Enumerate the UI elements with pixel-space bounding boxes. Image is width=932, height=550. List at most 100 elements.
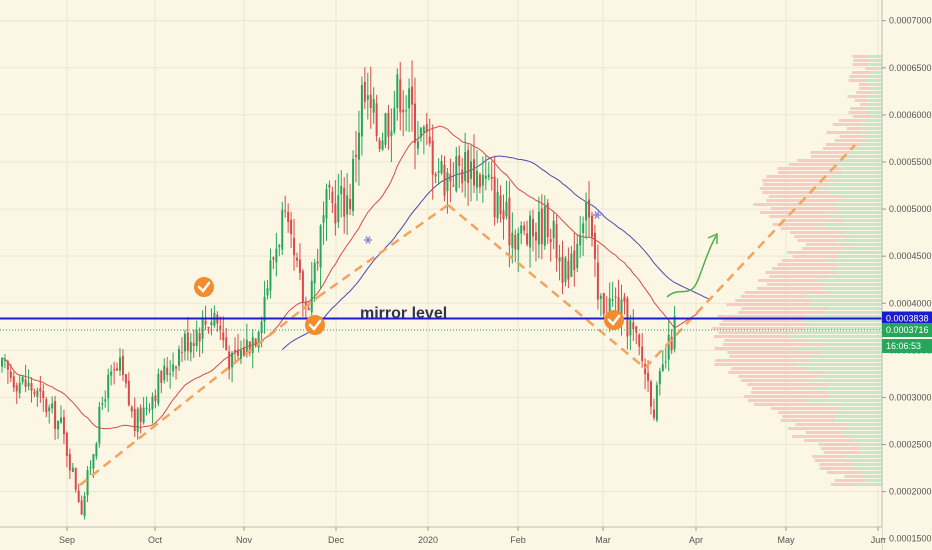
- candle-body: [505, 201, 508, 217]
- candle-body: [257, 332, 260, 348]
- candle-body: [596, 262, 599, 300]
- candle-body: [346, 195, 349, 215]
- y-tick-label: 0.0005000: [889, 204, 932, 214]
- candle-body: [493, 176, 496, 218]
- candle-body: [511, 232, 514, 248]
- candle-body: [281, 209, 284, 250]
- volume-bar-green: [844, 455, 882, 458]
- candle-body: [576, 244, 579, 269]
- volume-bar-red: [859, 103, 871, 106]
- volume-bar-red: [762, 179, 834, 182]
- candle-body: [293, 237, 296, 256]
- volume-bar-green: [835, 415, 882, 418]
- x-axis[interactable]: Sep Oct Nov Dec 2020 Feb Mar Apr May Jun: [0, 526, 886, 550]
- candle-body: [428, 136, 431, 144]
- candle-body: [626, 298, 629, 337]
- volume-bar-red: [839, 135, 867, 138]
- candle-body: [189, 341, 192, 353]
- volume-bar-red: [752, 387, 816, 390]
- volume-bar-green: [810, 299, 882, 302]
- candle-body: [110, 371, 113, 376]
- candle-body: [287, 211, 290, 222]
- volume-bar-green: [791, 335, 882, 338]
- candle-body: [552, 220, 555, 239]
- candle-body: [337, 195, 340, 223]
- candle-body: [390, 131, 393, 137]
- volume-bar-green: [843, 231, 882, 234]
- candle-body: [157, 373, 160, 404]
- candle-body: [163, 365, 166, 381]
- volume-bar-green: [827, 307, 882, 310]
- volume-bar-red: [719, 323, 809, 326]
- candle-body: [644, 363, 647, 375]
- candle-body: [523, 225, 526, 231]
- volume-bar-green: [824, 343, 882, 346]
- x-tick-label: 2020: [418, 535, 438, 545]
- volume-bar-green: [868, 95, 882, 98]
- candle-body: [304, 302, 307, 308]
- candle-body: [443, 164, 446, 196]
- y-tick-label: 0.0002000: [889, 487, 932, 497]
- volume-bar-green: [821, 187, 882, 190]
- x-tick-label: Nov: [236, 535, 253, 545]
- resistance-trendline: [447, 204, 646, 369]
- candle-body: [204, 320, 207, 325]
- candle-body: [549, 239, 552, 243]
- markers: [194, 211, 624, 335]
- candle-body: [564, 257, 567, 283]
- x-tick-label: Jun: [871, 535, 886, 545]
- volume-bar-red: [838, 119, 865, 122]
- volume-bar-red: [766, 175, 832, 178]
- candle-body: [414, 103, 416, 144]
- volume-bar-green: [865, 79, 882, 82]
- volume-bar-green: [825, 311, 882, 314]
- volume-bar-green: [834, 163, 882, 166]
- candle-body: [237, 349, 239, 356]
- moving-average-blue: [281, 155, 711, 350]
- candle-body: [514, 234, 517, 250]
- candle-body: [570, 253, 573, 277]
- candle-body: [546, 203, 549, 238]
- volume-bar-red: [844, 475, 864, 478]
- candle-body: [166, 367, 169, 375]
- volume-bar-red: [722, 343, 825, 346]
- check-circle: [604, 310, 624, 330]
- volume-bar-red: [759, 187, 822, 190]
- candle-body: [48, 407, 51, 412]
- candle-body: [573, 250, 576, 271]
- volume-bar-green: [805, 327, 882, 330]
- volume-bar-red: [747, 383, 829, 386]
- candle-body: [611, 299, 614, 301]
- candle-body: [65, 432, 68, 457]
- volume-bar-green: [824, 283, 882, 286]
- candle-body: [473, 159, 475, 186]
- volume-bar-red: [767, 283, 825, 286]
- volume-bar-red: [731, 367, 808, 370]
- x-tick-label: Dec: [328, 535, 345, 545]
- volume-bar-green: [834, 419, 882, 422]
- volume-bar-green: [832, 267, 882, 270]
- volume-bar-red: [858, 83, 872, 86]
- volume-bar-red: [744, 291, 831, 294]
- y-axis[interactable]: 0.0007000 0.0006500 0.0006000 0.0005500 0.00…: [881, 0, 932, 550]
- volume-bar-red: [819, 463, 852, 466]
- y-tick-label: 0.0005500: [889, 157, 932, 167]
- candle-body: [508, 197, 511, 246]
- candle-body: [18, 382, 21, 394]
- candle-body: [664, 361, 667, 363]
- candle-body: [260, 321, 263, 334]
- price-tag-label: 0.0003838: [886, 314, 929, 324]
- volume-bar-red: [788, 163, 835, 166]
- candle-body: [231, 352, 234, 368]
- candle-body: [266, 288, 269, 296]
- volume-bar-green: [868, 55, 882, 58]
- volume-bar-red: [823, 451, 859, 454]
- candle-body: [322, 215, 325, 223]
- volume-bar-green: [851, 463, 882, 466]
- volume-bar-green: [866, 127, 882, 130]
- volume-bar-green: [850, 151, 882, 154]
- volume-bar-green: [874, 67, 882, 70]
- candle-body: [225, 337, 228, 350]
- candle-body: [402, 109, 405, 113]
